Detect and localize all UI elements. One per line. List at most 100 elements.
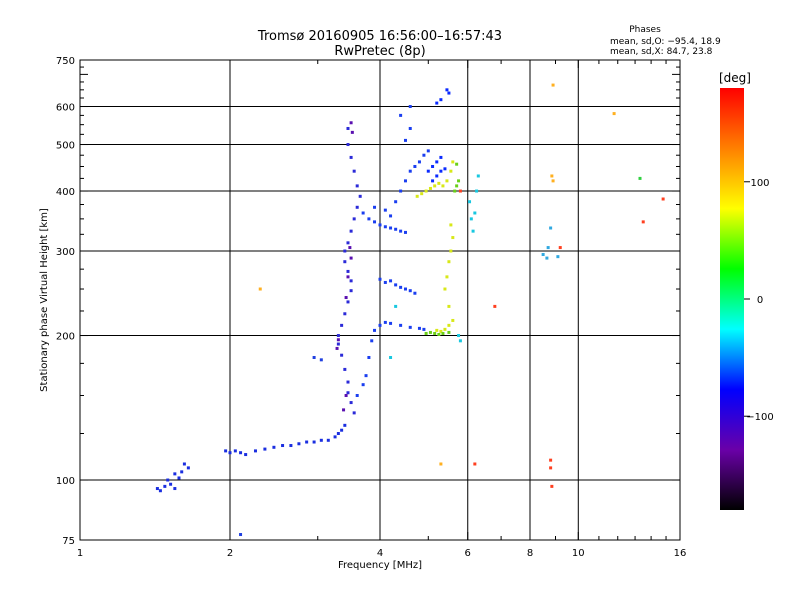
data-point [441,184,445,188]
data-point [319,358,323,362]
data-point [383,225,387,229]
data-point [413,164,417,168]
data-point [326,438,330,442]
chart-title: Tromsø 20160905 16:56:00–16:57:43 [257,29,502,44]
data-point [312,355,316,359]
data-point [263,447,267,451]
data-point [378,223,382,227]
data-point [437,181,441,185]
data-point [420,192,424,196]
data-point [336,432,340,436]
data-point [355,394,359,398]
data-point [258,287,262,291]
data-point [364,374,368,378]
data-point [428,186,432,190]
x-axis-label: Frequency [MHz] [338,560,422,571]
y-tick-label: 500 [56,141,75,152]
data-point [403,230,407,234]
colorbar-tick-label: 0 [757,295,763,306]
data-point [177,476,181,480]
y-tick-label: 300 [56,247,75,258]
colorbar [720,88,744,510]
data-point [169,482,173,486]
data-point [431,179,435,183]
data-point [182,462,186,466]
data-point [399,229,403,233]
data-point [389,226,393,230]
data-point [551,179,555,183]
data-point [389,321,393,325]
data-point [349,155,353,159]
data-point [344,296,348,300]
data-point [355,205,359,209]
data-point [399,189,403,193]
data-point [343,260,347,264]
data-point [473,462,477,466]
data-point [352,217,356,221]
data-point [431,164,435,168]
data-point [389,214,393,218]
data-point [173,472,177,476]
data-point [549,466,553,470]
data-point [319,438,323,442]
data-point [367,355,371,359]
data-point [455,184,459,188]
data-point [449,223,453,227]
data-point [346,143,350,147]
data-point [378,323,382,327]
y-tick-label: 75 [62,536,75,547]
data-point [348,246,352,250]
data-point [556,255,560,259]
data-point [612,112,616,116]
data-point [343,423,347,427]
x-tick-label: 6 [465,548,471,559]
y-tick-label: 600 [56,103,75,114]
data-point [343,249,347,253]
data-point [469,217,473,221]
data-point [558,246,562,250]
data-point [417,160,421,164]
data-point [346,300,350,304]
data-point [443,167,447,171]
data-point [173,487,177,491]
data-point [373,205,377,209]
data-point [435,160,439,164]
data-point [335,346,339,350]
data-point [399,323,403,327]
data-point [451,160,455,164]
data-point [349,121,353,125]
data-point [389,279,393,283]
data-point [346,269,350,273]
data-point [383,320,387,324]
data-point [447,323,451,327]
grid-lines [80,60,680,540]
data-point [413,291,417,295]
data-point [239,533,243,537]
stats-heading: Phases [629,25,661,35]
data-point [417,326,421,330]
data-point [475,189,479,193]
data-point [373,220,377,224]
data-point [457,334,461,338]
data-point [408,105,412,109]
data-point [424,331,428,335]
axis-ticks [79,59,681,541]
data-point [439,155,443,159]
data-point [394,200,398,204]
data-point [458,339,462,343]
data-point [370,339,374,343]
data-point [451,318,455,322]
data-point [439,169,443,173]
data-point [333,435,337,439]
data-point [546,246,550,250]
data-point [352,411,356,415]
data-point [661,197,665,201]
data-point [158,489,162,493]
colorbar-tick-label: −100 [746,412,773,423]
data-point [344,394,348,398]
x-tick-label: 10 [572,548,585,559]
data-point [352,169,356,173]
data-point [346,241,350,245]
data-point [403,138,407,142]
